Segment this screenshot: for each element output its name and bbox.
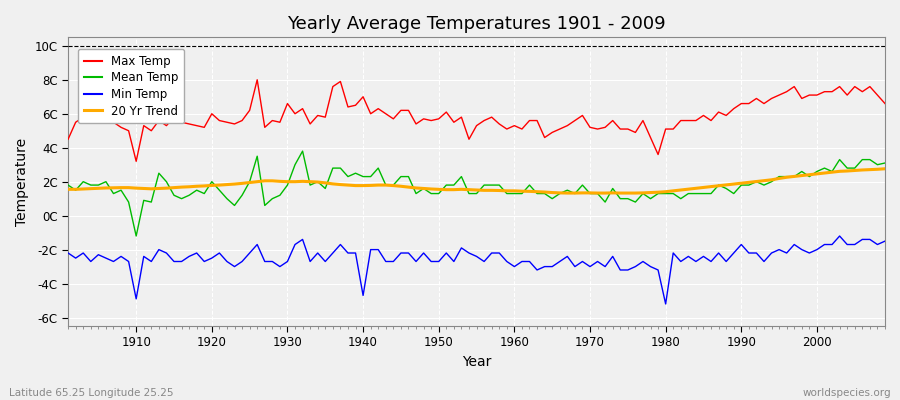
Title: Yearly Average Temperatures 1901 - 2009: Yearly Average Temperatures 1901 - 2009 [287,15,666,33]
Legend: Max Temp, Mean Temp, Min Temp, 20 Yr Trend: Max Temp, Mean Temp, Min Temp, 20 Yr Tre… [78,49,184,124]
X-axis label: Year: Year [462,355,491,369]
Text: worldspecies.org: worldspecies.org [803,388,891,398]
Y-axis label: Temperature: Temperature [15,138,29,226]
Text: Latitude 65.25 Longitude 25.25: Latitude 65.25 Longitude 25.25 [9,388,174,398]
